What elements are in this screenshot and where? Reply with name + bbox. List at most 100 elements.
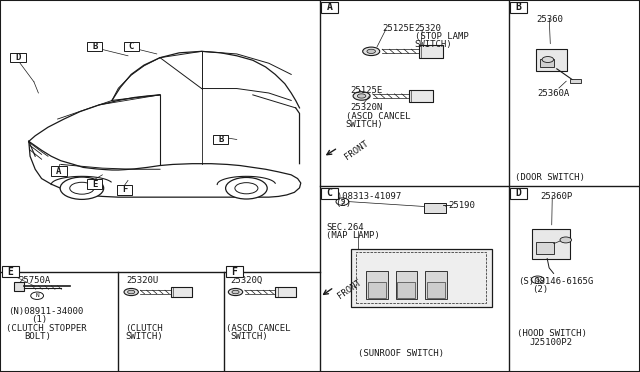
Text: 25750A: 25750A [18, 276, 50, 285]
Text: 25320N: 25320N [351, 103, 383, 112]
Ellipse shape [226, 177, 268, 199]
Ellipse shape [560, 237, 572, 243]
Ellipse shape [232, 290, 239, 294]
Text: F: F [122, 185, 127, 194]
Text: 25360: 25360 [536, 15, 563, 24]
Bar [14, 282, 24, 291]
Text: (DOOR SWITCH): (DOOR SWITCH) [515, 173, 585, 182]
Text: (ASCD CANCEL: (ASCD CANCEL [346, 112, 410, 121]
Text: E: E [92, 180, 97, 189]
Bar [2, 266, 19, 277]
Text: B: B [218, 135, 223, 144]
Ellipse shape [542, 57, 554, 62]
Text: B: B [92, 42, 97, 51]
Text: (SUNROOF SWITCH): (SUNROOF SWITCH) [358, 349, 444, 357]
Text: 25125E: 25125E [383, 24, 415, 33]
Bar [427, 282, 445, 298]
Bar [510, 2, 527, 13]
Bar [510, 188, 527, 199]
Circle shape [531, 276, 544, 283]
Bar [425, 271, 447, 299]
Bar [321, 2, 338, 13]
Text: SWITCH): SWITCH) [125, 332, 163, 341]
Text: (2): (2) [532, 285, 548, 294]
Text: D: D [515, 189, 522, 198]
Text: D: D [15, 53, 20, 62]
Text: 25360A: 25360A [538, 89, 570, 98]
Circle shape [31, 292, 44, 299]
Bar [124, 42, 139, 51]
Bar [424, 203, 446, 213]
Text: (S)08146-6165G: (S)08146-6165G [518, 277, 594, 286]
Bar [366, 271, 388, 299]
Bar [396, 271, 417, 299]
Ellipse shape [367, 49, 376, 54]
Ellipse shape [228, 288, 243, 296]
Ellipse shape [353, 92, 370, 100]
Bar [87, 42, 102, 51]
Text: (2): (2) [335, 199, 351, 208]
Text: 25320: 25320 [415, 24, 442, 33]
Ellipse shape [127, 290, 135, 294]
Bar [570, 79, 581, 83]
Bar [117, 185, 132, 195]
Text: S: S [536, 277, 540, 283]
Text: E: E [7, 267, 13, 276]
Bar [368, 282, 386, 298]
Text: (STOP LAMP: (STOP LAMP [415, 32, 468, 41]
Ellipse shape [235, 183, 258, 194]
Bar [51, 166, 67, 176]
Text: A: A [56, 167, 61, 176]
Text: SWITCH): SWITCH) [346, 120, 383, 129]
Text: (S)08313-41097: (S)08313-41097 [326, 192, 402, 201]
Text: 25320Q: 25320Q [230, 276, 262, 285]
Bar [10, 53, 26, 62]
Text: FRONT: FRONT [343, 139, 370, 161]
Text: B: B [515, 3, 522, 12]
Bar [171, 287, 191, 297]
Bar [536, 242, 554, 254]
Text: (MAP LAMP): (MAP LAMP) [326, 231, 380, 240]
Ellipse shape [357, 94, 366, 98]
Text: (N)08911-34000: (N)08911-34000 [8, 307, 84, 316]
Bar [419, 45, 443, 58]
Ellipse shape [363, 47, 380, 55]
Text: (ASCD CANCEL: (ASCD CANCEL [226, 324, 291, 333]
Text: 25125E: 25125E [351, 86, 383, 95]
Bar [321, 188, 338, 199]
Text: SEC.264: SEC.264 [326, 223, 364, 232]
Text: SWITCH): SWITCH) [230, 332, 268, 341]
Text: J25100P2: J25100P2 [529, 338, 572, 347]
Text: 25320U: 25320U [127, 276, 159, 285]
Text: A: A [326, 3, 333, 12]
Text: (CLUTCH: (CLUTCH [125, 324, 163, 333]
Ellipse shape [70, 182, 94, 194]
Bar [409, 90, 433, 102]
Text: 25360P: 25360P [541, 192, 573, 201]
Bar [275, 287, 296, 297]
Text: (1): (1) [31, 315, 47, 324]
Bar [532, 229, 570, 259]
Ellipse shape [60, 177, 104, 199]
Bar [397, 282, 415, 298]
Text: F: F [231, 267, 237, 276]
Bar [356, 252, 486, 303]
Circle shape [336, 198, 349, 205]
Bar [351, 249, 492, 307]
Bar [87, 179, 102, 189]
Text: N: N [35, 293, 39, 298]
Ellipse shape [124, 288, 138, 296]
Text: FRONT: FRONT [336, 278, 363, 301]
Bar [540, 59, 554, 67]
Text: C: C [326, 189, 333, 198]
Text: C: C [129, 42, 134, 51]
Text: S: S [340, 199, 344, 205]
Bar [536, 49, 567, 71]
Text: BOLT): BOLT) [24, 332, 51, 341]
Text: (HOOD SWITCH): (HOOD SWITCH) [517, 329, 587, 338]
Bar [226, 266, 243, 277]
Text: (CLUTCH STOPPER: (CLUTCH STOPPER [6, 324, 87, 333]
Text: 25190: 25190 [448, 201, 475, 210]
Text: SWITCH): SWITCH) [415, 40, 452, 49]
Bar [213, 135, 228, 144]
